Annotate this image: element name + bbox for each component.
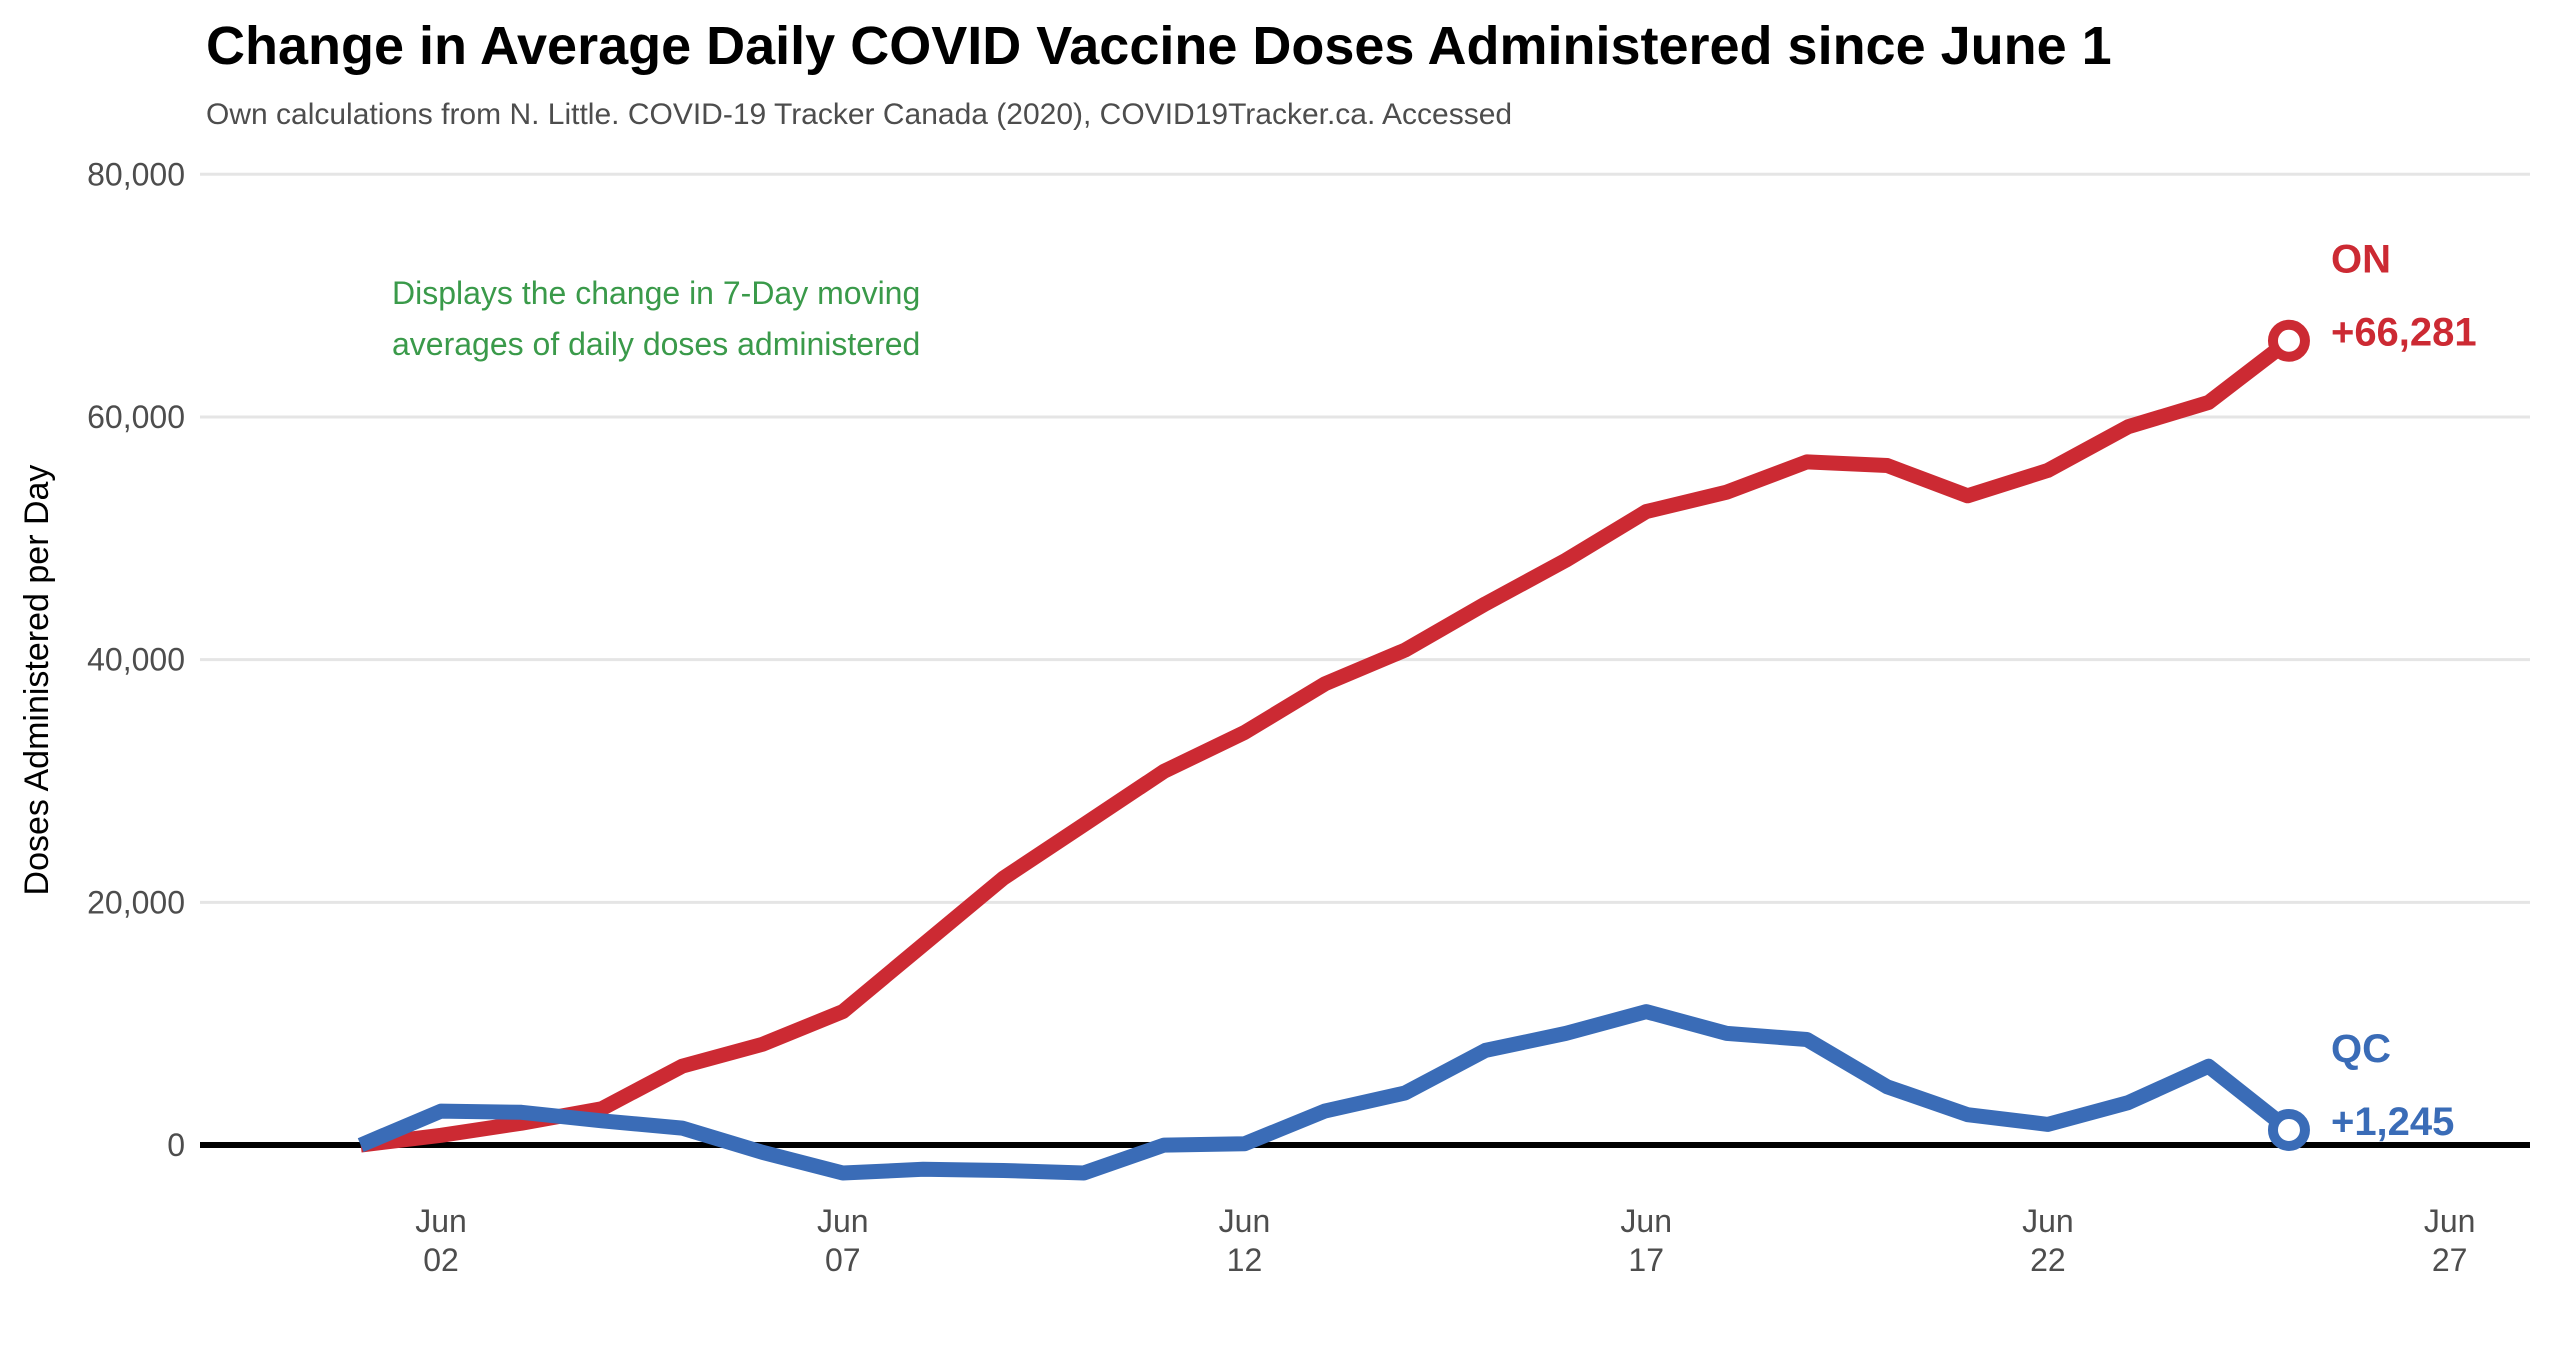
series-line-on — [359, 334, 2294, 1153]
x-tick-day: 27 — [2432, 1242, 2468, 1278]
series-end-point-qc — [2267, 1108, 2310, 1151]
x-tick-day: 07 — [825, 1242, 861, 1278]
x-tick-month: Jun — [2022, 1203, 2074, 1239]
series-name-label-on: ON — [2331, 238, 2391, 282]
y-tick-label: 0 — [167, 1127, 185, 1163]
series-line-qc — [357, 1004, 2294, 1181]
y-tick-label: 80,000 — [87, 156, 185, 192]
annotation-note: Displays the change in 7-Day moving avera… — [392, 275, 920, 362]
x-tick-day: 12 — [1227, 1242, 1263, 1278]
x-tick-day: 22 — [2030, 1242, 2066, 1278]
y-tick-label: 20,000 — [87, 884, 185, 920]
x-tick-month: Jun — [2424, 1203, 2476, 1239]
series-end-point-on — [2267, 319, 2310, 362]
end-labels: ON +66,281 QC +1,245 — [2331, 238, 2477, 1144]
x-tick-month: Jun — [1219, 1203, 1271, 1239]
grid-lines — [200, 172, 2530, 904]
y-tick-labels: 0 20,000 40,000 60,000 80,000 — [87, 156, 185, 1163]
x-tick-month: Jun — [415, 1203, 467, 1239]
annotation-line: averages of daily doses administered — [392, 326, 920, 362]
y-axis-title: Doses Administered per Day — [18, 465, 56, 896]
x-tick-day: 02 — [423, 1242, 459, 1278]
annotation-line: Displays the change in 7-Day moving — [392, 275, 920, 311]
series-value-label-qc: +1,245 — [2331, 1100, 2454, 1144]
y-tick-label: 40,000 — [87, 642, 185, 678]
chart-title: Change in Average Daily COVID Vaccine Do… — [206, 16, 2112, 76]
series-layer — [357, 319, 2310, 1181]
chart-subtitle: Own calculations from N. Little. COVID-1… — [206, 98, 1512, 131]
x-tick-day: 17 — [1628, 1242, 1664, 1278]
series-value-label-on: +66,281 — [2331, 311, 2477, 355]
series-name-label-qc: QC — [2331, 1027, 2391, 1071]
x-tick-month: Jun — [817, 1203, 869, 1239]
x-tick-month: Jun — [1620, 1203, 1672, 1239]
y-tick-label: 60,000 — [87, 399, 185, 435]
